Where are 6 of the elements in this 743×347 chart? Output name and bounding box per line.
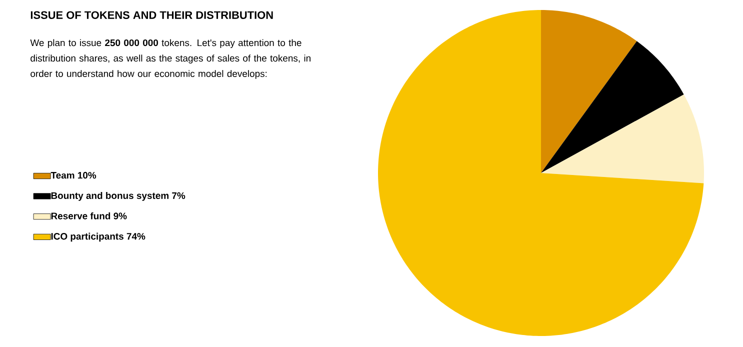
legend-label: Team 10% — [50, 172, 96, 179]
legend-label: Reserve fund 9% — [51, 212, 127, 220]
legend-label: ICO participants 74% — [51, 232, 146, 242]
chart-title: ISSUE OF TOKENS AND THEIR DISTRIBUTION — [30, 11, 273, 19]
legend-label: Bounty and bonus system 7% — [51, 192, 186, 201]
text: We plan to issue 250 000 000 tokens. Let's pay attention to the distribution shares, as well as the stages of sales of the tokens, in order to understand how our economic model develops: — [30, 39, 310, 79]
